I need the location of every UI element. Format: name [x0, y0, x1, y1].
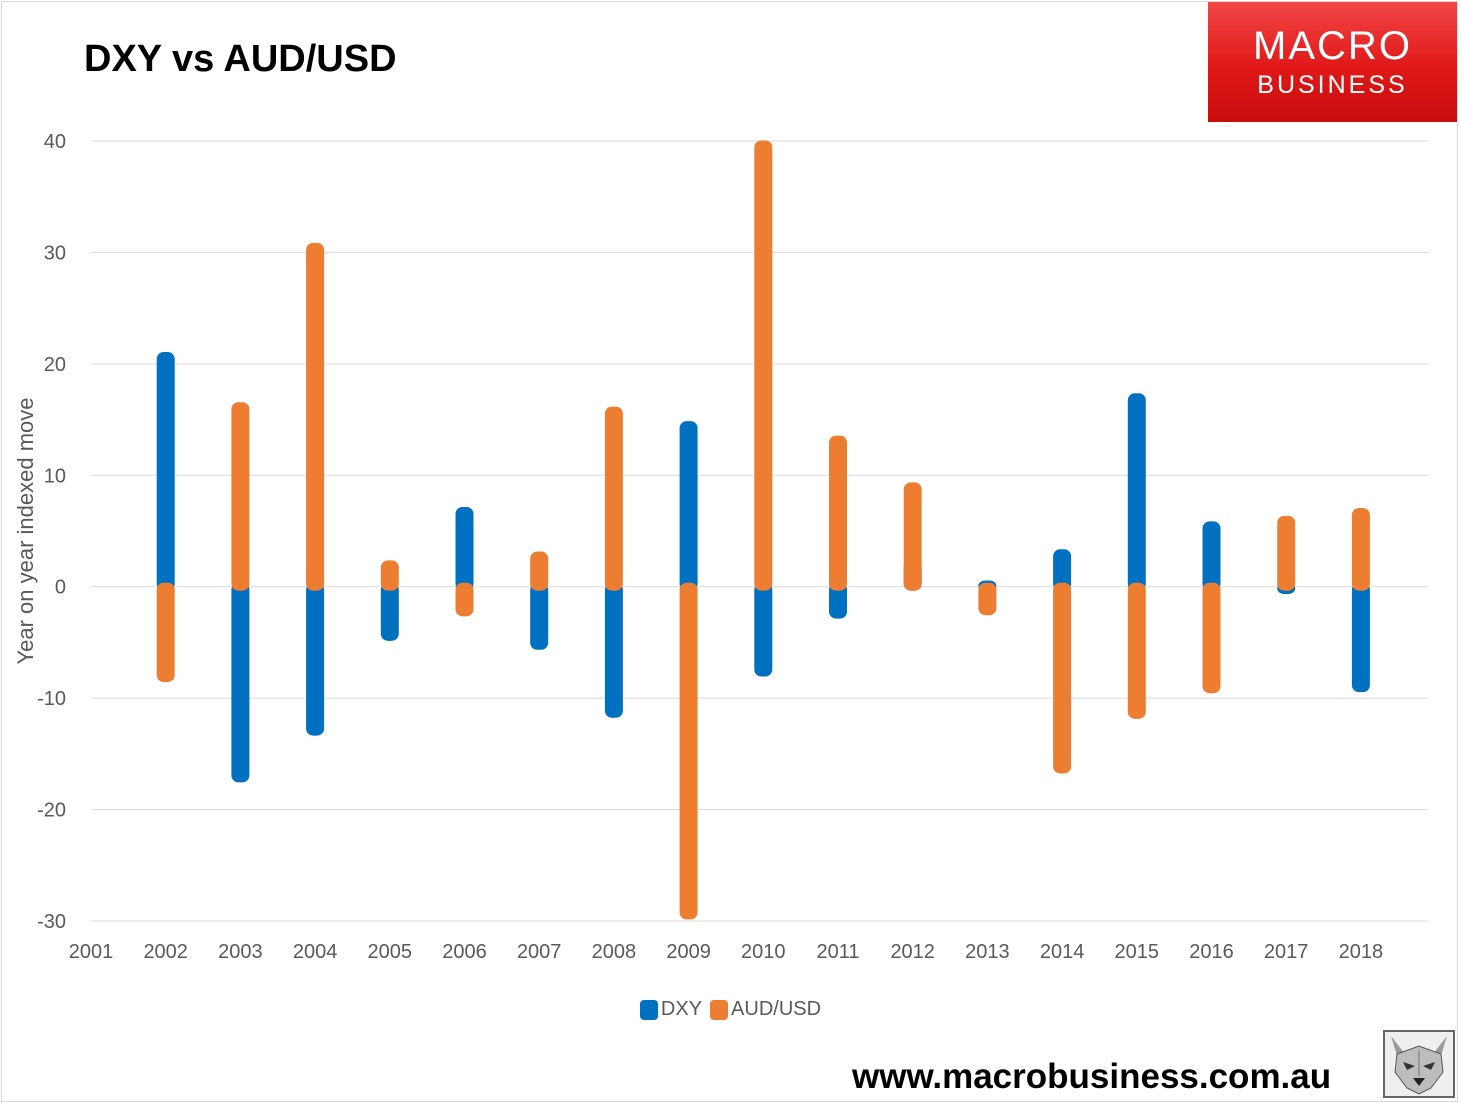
- bar-dxy: [754, 582, 773, 677]
- y-tick-label: -20: [37, 800, 66, 822]
- bar-dxy: [679, 421, 698, 591]
- bar-dxy: [1053, 549, 1072, 591]
- x-tick-label: 2015: [1115, 941, 1160, 963]
- bar-audusd: [1277, 515, 1296, 591]
- y-tick-label: 20: [44, 354, 66, 376]
- bar-audusd: [455, 582, 474, 617]
- x-tick-label: 2014: [1040, 941, 1085, 963]
- bar-dxy: [1202, 521, 1221, 591]
- y-tick-label: 0: [55, 577, 66, 599]
- y-tick-label: 40: [44, 131, 66, 153]
- bar-audusd: [978, 582, 997, 616]
- bar-dxy: [829, 582, 847, 619]
- chart-legend: DXY AUD/USD: [0, 998, 1461, 1021]
- bar-dxy: [1127, 393, 1146, 591]
- bar-dxy: [604, 582, 623, 718]
- bar-audusd: [829, 435, 847, 591]
- website-url: www.macrobusiness.com.au: [852, 1057, 1332, 1096]
- legend-item: AUD/USD: [710, 998, 821, 1021]
- x-tick-label: 2017: [1264, 941, 1309, 963]
- legend-swatch: [639, 999, 658, 1020]
- y-tick-label: -30: [37, 911, 66, 933]
- bar-audusd: [231, 402, 250, 591]
- x-tick-label: 2011: [816, 941, 859, 963]
- bar-audusd: [1053, 582, 1072, 774]
- legend-swatch: [710, 999, 729, 1020]
- x-tick-label: 2001: [69, 941, 114, 963]
- bar-audusd: [604, 406, 623, 591]
- bar-audusd: [754, 140, 773, 591]
- bar-dxy: [1351, 582, 1370, 693]
- bar-audusd: [1351, 508, 1370, 591]
- bar-audusd: [903, 482, 922, 591]
- bar-dxy: [306, 582, 325, 736]
- bar-dxy: [455, 506, 474, 591]
- x-tick-label: 2016: [1189, 941, 1234, 963]
- legend-label: DXY: [660, 998, 703, 1020]
- x-tick-label: 2018: [1339, 941, 1384, 963]
- bar-audusd: [380, 560, 399, 591]
- x-tick-label: 2004: [293, 941, 338, 963]
- x-tick-label: 2013: [965, 941, 1010, 963]
- bar-dxy: [156, 352, 175, 591]
- bar-dxy: [380, 582, 399, 641]
- y-tick-label: 10: [44, 465, 66, 487]
- bar-audusd: [156, 582, 175, 683]
- x-tick-label: 2002: [143, 941, 188, 963]
- legend-label: AUD/USD: [731, 998, 822, 1020]
- x-tick-label: 2005: [368, 941, 413, 963]
- bar-audusd: [306, 242, 325, 591]
- bar-dxy: [530, 582, 549, 650]
- bar-dxy: [231, 582, 250, 783]
- legend-item: DXY: [639, 998, 703, 1021]
- x-tick-label: 2008: [592, 941, 637, 963]
- y-tick-label: 30: [44, 242, 66, 264]
- y-axis-label: Year on year indexed move: [13, 397, 38, 664]
- x-tick-label: 2010: [741, 941, 786, 963]
- x-tick-label: 2007: [517, 941, 562, 963]
- macrobusiness-logo: MACRO BUSINESS: [1208, 2, 1457, 122]
- bar-audusd: [1127, 582, 1146, 719]
- x-tick-label: 2012: [890, 941, 935, 963]
- bar-audusd: [530, 551, 549, 591]
- wolf-logo-icon: [1383, 1030, 1455, 1098]
- x-tick-label: 2003: [218, 941, 263, 963]
- x-tick-label: 2006: [442, 941, 487, 963]
- x-tick-label: 2009: [666, 941, 711, 963]
- bar-audusd: [1202, 582, 1221, 694]
- y-tick-label: -10: [37, 688, 66, 710]
- chart-title: DXY vs AUD/USD: [84, 38, 397, 80]
- bar-audusd: [679, 582, 698, 920]
- logo-text-business: BUSINESS: [1257, 71, 1408, 99]
- logo-text-macro: MACRO: [1253, 24, 1412, 68]
